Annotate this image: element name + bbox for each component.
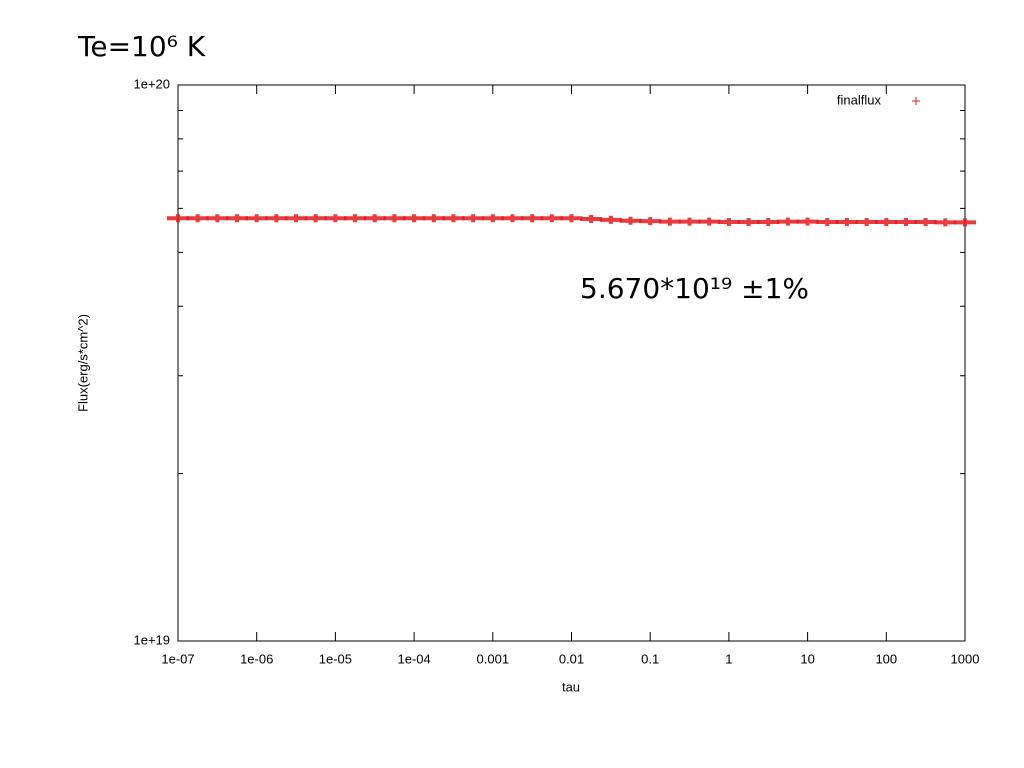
legend-marker — [912, 97, 920, 105]
x-tick-label: 1e-04 — [397, 651, 430, 666]
y-axis-label: Flux(erg/s*cm^2) — [75, 314, 90, 412]
data-point — [835, 218, 858, 227]
data-point — [816, 218, 839, 227]
chart-title: Te=10⁶ K — [77, 30, 206, 63]
x-tick-label: 1e-05 — [319, 651, 352, 666]
data-point — [698, 217, 721, 226]
data-point — [717, 218, 740, 227]
data-point — [501, 214, 524, 223]
data-point — [875, 218, 898, 227]
data-point — [462, 214, 485, 223]
data-point — [737, 218, 760, 227]
data-point — [245, 214, 268, 223]
data-point — [167, 214, 189, 223]
annotation: 5.670*10¹⁹ ±1% — [580, 272, 809, 305]
data-point — [403, 214, 426, 223]
data-point — [540, 214, 563, 223]
data-point — [894, 218, 917, 227]
data-point — [186, 214, 209, 223]
data-point — [855, 218, 878, 227]
data-point — [481, 214, 504, 223]
data-point — [599, 215, 622, 224]
x-tick-label: 10 — [800, 651, 814, 666]
x-tick-label: 100 — [875, 651, 897, 666]
x-tick-label: 1000 — [951, 651, 980, 666]
y-tick-label: 1e+20 — [133, 76, 170, 91]
x-tick-label: 0.1 — [641, 651, 659, 666]
data-point — [580, 215, 603, 224]
data-point — [304, 214, 327, 223]
data-point — [383, 214, 406, 223]
data-point — [206, 214, 229, 223]
data-point — [265, 214, 288, 223]
data-point — [226, 214, 249, 223]
x-tick-label: 1e-07 — [161, 651, 194, 666]
data-point — [954, 218, 976, 227]
data-point — [658, 217, 681, 226]
data-point — [344, 214, 367, 223]
data-point — [757, 218, 780, 227]
data-point — [619, 216, 642, 225]
data-point — [678, 217, 701, 226]
data-point — [422, 214, 445, 223]
data-point — [639, 217, 662, 226]
data-point — [934, 218, 957, 227]
x-axis-label: tau — [562, 679, 580, 694]
plot-frame — [177, 84, 966, 642]
data-point — [776, 217, 799, 226]
x-tick-label: 1e-06 — [240, 651, 273, 666]
data-point — [442, 214, 465, 223]
data-point — [285, 214, 308, 223]
data-point — [796, 217, 819, 226]
x-tick-label: 0.001 — [477, 651, 510, 666]
data-point — [914, 218, 937, 227]
data-point — [521, 214, 544, 223]
data-point — [363, 214, 386, 223]
legend-label: finalflux — [837, 92, 882, 107]
x-tick-label: 1 — [725, 651, 732, 666]
x-tick-label: 0.01 — [559, 651, 584, 666]
data-point — [324, 214, 347, 223]
y-tick-label: 1e+19 — [133, 632, 170, 647]
data-point — [560, 214, 583, 223]
